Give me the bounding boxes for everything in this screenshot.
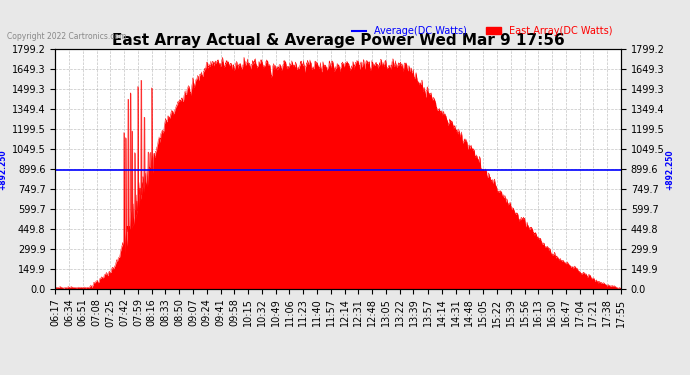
Text: Copyright 2022 Cartronics.com: Copyright 2022 Cartronics.com bbox=[7, 32, 126, 41]
Text: +892.250: +892.250 bbox=[665, 149, 674, 190]
Title: East Array Actual & Average Power Wed Mar 9 17:56: East Array Actual & Average Power Wed Ma… bbox=[112, 33, 564, 48]
Legend: Average(DC Watts), East Array(DC Watts): Average(DC Watts), East Array(DC Watts) bbox=[348, 22, 616, 40]
Text: +892.250: +892.250 bbox=[0, 149, 7, 190]
